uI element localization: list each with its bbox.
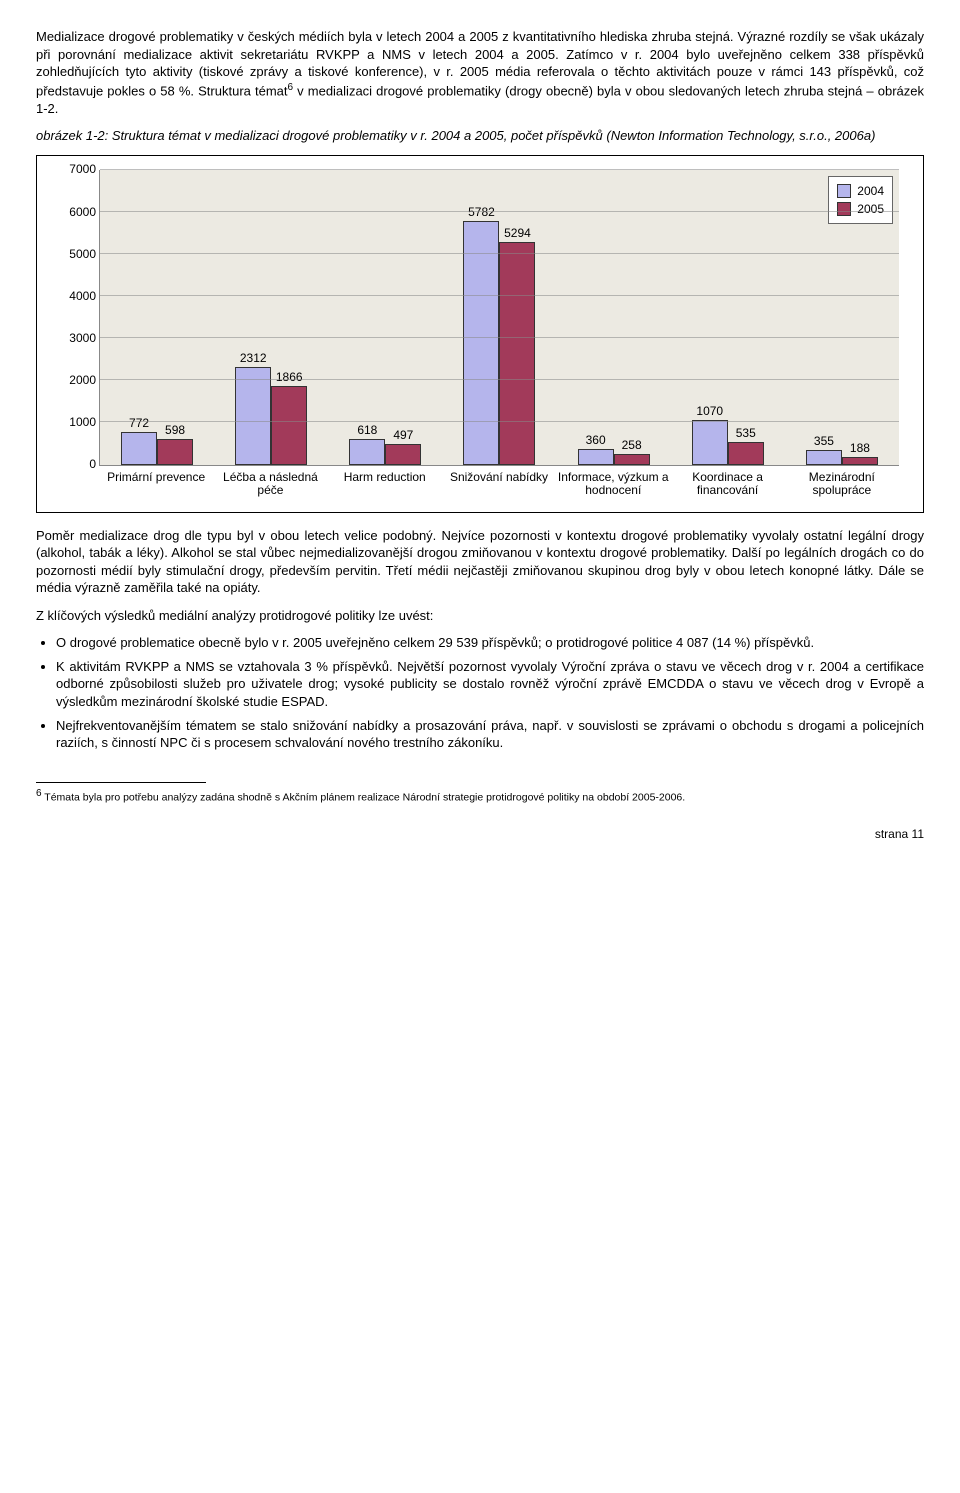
bar: 772	[121, 432, 157, 465]
bar-group: 1070535	[671, 170, 785, 465]
y-tick-label: 1000	[56, 414, 96, 430]
bar: 258	[614, 454, 650, 465]
bar: 2312	[235, 367, 271, 464]
footnote-separator	[36, 782, 206, 783]
bar-value-label: 497	[393, 427, 413, 443]
paragraph-key-results: Z klíčových výsledků mediální analýzy pr…	[36, 607, 924, 625]
gridline	[100, 295, 899, 296]
bar-value-label: 535	[736, 425, 756, 441]
bar-group: 772598	[100, 170, 214, 465]
y-tick-label: 5000	[56, 246, 96, 262]
bar: 497	[385, 444, 421, 465]
bar: 1866	[271, 386, 307, 465]
bar: 1070	[692, 420, 728, 465]
y-tick-label: 0	[56, 457, 96, 473]
bar: 598	[157, 439, 193, 464]
gridline	[100, 253, 899, 254]
gridline	[100, 169, 899, 170]
bar-value-label: 2312	[240, 350, 267, 366]
bar-value-label: 5294	[504, 225, 531, 241]
bar-value-label: 1070	[696, 403, 723, 419]
bar-group: 23121866	[214, 170, 328, 465]
bar: 188	[842, 457, 878, 465]
x-category-label: Léčba a následná péče	[213, 468, 327, 506]
bar: 5294	[499, 242, 535, 465]
y-tick-label: 6000	[56, 204, 96, 220]
bar-value-label: 598	[165, 422, 185, 438]
x-category-label: Informace, výzkum a hodnocení	[556, 468, 670, 506]
x-category-label: Harm reduction	[328, 468, 442, 506]
bar-group: 618497	[328, 170, 442, 465]
x-category-label: Mezinárodní spolupráce	[785, 468, 899, 506]
bullet-item: K aktivitám RVKPP a NMS se vztahovala 3 …	[56, 658, 924, 711]
gridline	[100, 337, 899, 338]
footnote-number: 6	[36, 788, 42, 799]
bar: 360	[578, 449, 614, 464]
x-category-label: Primární prevence	[99, 468, 213, 506]
bar-group: 360258	[557, 170, 671, 465]
bar-value-label: 258	[622, 437, 642, 453]
bar-value-label: 188	[850, 440, 870, 456]
bar-value-label: 5782	[468, 204, 495, 220]
bar: 535	[728, 442, 764, 465]
bar: 5782	[463, 221, 499, 465]
bar-value-label: 618	[357, 422, 377, 438]
chart-x-labels: Primární prevenceLéčba a následná péčeHa…	[99, 468, 899, 506]
chart-bar-groups: 7725982312186661849757825294360258107053…	[100, 170, 899, 465]
bar-group: 355188	[785, 170, 899, 465]
bullet-item: O drogové problematice obecně bylo v r. …	[56, 634, 924, 652]
paragraph-ratio: Poměr medializace drog dle typu byl v ob…	[36, 527, 924, 597]
bar: 618	[349, 439, 385, 465]
bar-value-label: 1866	[276, 369, 303, 385]
y-tick-label: 3000	[56, 330, 96, 346]
gridline	[100, 211, 899, 212]
paragraph-intro: Medializace drogové problematiky v český…	[36, 28, 924, 117]
y-tick-label: 7000	[56, 162, 96, 178]
y-tick-label: 2000	[56, 372, 96, 388]
chart-caption: obrázek 1-2: Struktura témat v medializa…	[36, 127, 924, 145]
bullet-item: Nejfrekventovanějším tématem se stalo sn…	[56, 717, 924, 752]
page-number: strana 11	[36, 826, 924, 842]
footnote: 6 Témata byla pro potřebu analýzy zadána…	[36, 787, 924, 805]
bar-value-label: 355	[814, 433, 834, 449]
bar: 355	[806, 450, 842, 465]
footnote-text: Témata byla pro potřebu analýzy zadána s…	[44, 791, 685, 803]
bar-value-label: 772	[129, 415, 149, 431]
chart-plot: 2004 2005 772598231218666184975782529436…	[99, 170, 899, 466]
chart-area: 2004 2005 772598231218666184975782529436…	[51, 166, 909, 506]
gridline	[100, 421, 899, 422]
gridline	[100, 379, 899, 380]
chart-container: 2004 2005 772598231218666184975782529436…	[36, 155, 924, 513]
bar-group: 57825294	[442, 170, 556, 465]
x-category-label: Koordinace a financování	[670, 468, 784, 506]
bar-value-label: 360	[586, 432, 606, 448]
y-tick-label: 4000	[56, 288, 96, 304]
x-category-label: Snižování nabídky	[442, 468, 556, 506]
bullet-list: O drogové problematice obecně bylo v r. …	[36, 634, 924, 751]
